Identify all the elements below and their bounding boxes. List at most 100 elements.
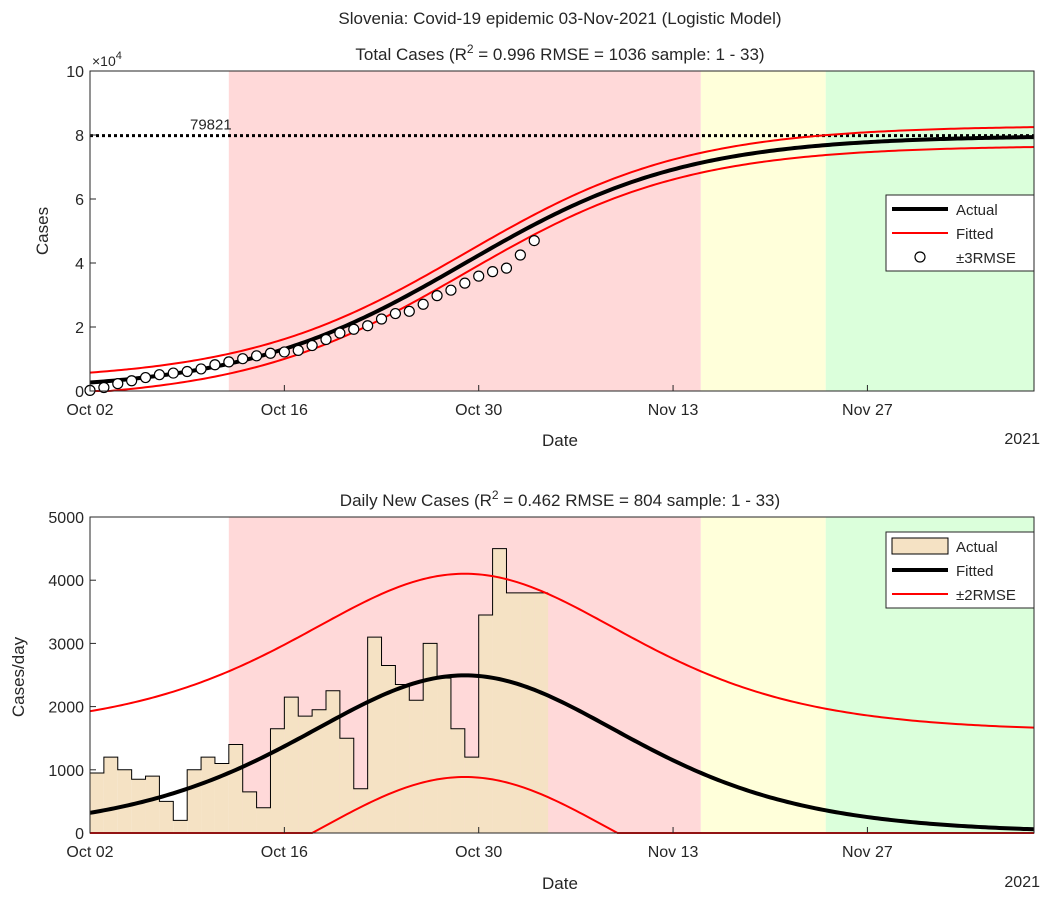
bottom-bar (464, 757, 479, 833)
top-data-point (486, 266, 499, 278)
bottom-bar (437, 678, 451, 833)
bottom-y-tick-label: 3000 (48, 636, 84, 653)
bottom-fitted-line (89, 673, 1035, 832)
bottom-plot-frame (89, 516, 1035, 834)
bottom-y-tick-label: 2000 (48, 700, 84, 717)
bottom-bar (242, 791, 257, 833)
top-legend: Actual Fitted ±3RMSE (885, 194, 1035, 272)
top-data-point (139, 371, 152, 384)
bottom-bar (159, 801, 174, 833)
top-data-point (389, 307, 402, 320)
bottom-y-tick-label: 1000 (48, 763, 84, 780)
top-legend-label-fitted: Fitted (956, 226, 994, 243)
bottom-bar (520, 592, 535, 833)
top-data-point (223, 356, 235, 368)
bottom-bar (478, 614, 493, 833)
bottom-bar (506, 592, 521, 833)
bottom-bar (367, 637, 382, 833)
top-y-tick-label: 0 (75, 384, 84, 401)
top-data-point (153, 369, 166, 381)
bottom-x-tick-label: Nov 27 (842, 844, 893, 861)
top-data-point (264, 347, 277, 359)
top-y-tick-label: 4 (75, 256, 84, 273)
top-data-point (167, 367, 179, 379)
bottom-bar (173, 820, 188, 833)
top-data-point (126, 375, 138, 387)
top-zone-1 (700, 71, 826, 391)
bottom-bar (284, 697, 299, 833)
bottom-x-axis-label: Date (542, 874, 578, 893)
top-data-point (473, 270, 485, 282)
bottom-legend: Actual Fitted ±2RMSE (885, 531, 1035, 609)
bottom-upper-band-line (89, 572, 1035, 729)
top-data-point (375, 313, 388, 325)
bottom-legend-label-fitted: Fitted (956, 563, 994, 580)
top-data-point (278, 346, 290, 358)
bottom-bar (117, 769, 132, 833)
bottom-bar (312, 709, 326, 833)
top-chart-title: Slovenia: Covid-19 epidemic 03-Nov-2021 … (338, 9, 781, 28)
top-data-point (112, 378, 124, 390)
top-chart-subtitle: Total Cases (R2 = 0.996 RMSE = 1036 samp… (355, 42, 764, 64)
bottom-bar (339, 738, 354, 833)
top-x-tick-label: Nov 27 (842, 402, 893, 419)
top-data-point (362, 320, 374, 332)
top-data-point (514, 249, 526, 261)
bottom-bar (256, 807, 271, 833)
top-data-point (500, 262, 513, 274)
top-data-point (237, 353, 249, 365)
bottom-legend-swatch-actual (891, 537, 949, 555)
top-x-tick-label: Oct 02 (66, 402, 113, 419)
top-data-point (195, 363, 207, 375)
bottom-chart-title: Daily New Cases (R2 = 0.462 RMSE = 804 s… (340, 488, 780, 510)
bottom-bar (103, 757, 118, 833)
bottom-bar (450, 728, 465, 833)
top-data-point (250, 350, 263, 362)
top-x-tick-label: Oct 16 (261, 402, 308, 419)
bottom-bar (201, 757, 215, 833)
bottom-year-label: 2021 (1004, 874, 1040, 891)
bottom-bar (228, 744, 243, 833)
top-y-tick-label: 10 (66, 64, 84, 81)
top-data-point (181, 365, 193, 378)
bottom-bar (395, 684, 410, 833)
bottom-bar (381, 665, 396, 833)
top-data-point (459, 277, 471, 289)
top-x-tick-label: Nov 13 (648, 402, 699, 419)
top-data-point (292, 344, 304, 356)
top-data-point (403, 305, 415, 317)
top-data-point (98, 381, 110, 394)
top-y-axis-label: Cases (33, 207, 52, 255)
bottom-bar-outline (90, 548, 549, 821)
top-legend-swatch-rmse (914, 251, 926, 263)
bottom-x-tick-label: Oct 30 (455, 844, 502, 861)
bottom-bar (214, 763, 229, 833)
bottom-bar (409, 700, 424, 833)
top-data-point (320, 333, 332, 346)
top-lower-band-line (90, 146, 1035, 392)
bottom-bar (90, 772, 104, 833)
top-legend-label-rmse: ±3RMSE (956, 250, 1016, 267)
top-data-point (306, 339, 318, 352)
bottom-x-tick-label: Nov 13 (648, 844, 699, 861)
bottom-x-tick-label: Oct 16 (261, 844, 308, 861)
bottom-bar (326, 690, 340, 833)
top-data-point (348, 323, 360, 335)
total-cases-panel: 79821 Oct 02 Oct 16 Oct 30 Nov 13 Nov 27 0 2 4 6… (33, 9, 1040, 450)
top-y-tick-label: 6 (75, 192, 84, 209)
bottom-legend-label-actual: Actual (956, 539, 998, 556)
top-data-point (431, 290, 443, 302)
top-data-point (445, 284, 457, 296)
top-asymptote-label: 79821 (190, 117, 232, 134)
top-y-tick-label: 8 (75, 128, 84, 145)
top-data-point (209, 359, 221, 371)
bottom-bar (270, 728, 285, 833)
top-x-tick-label: Oct 30 (455, 402, 502, 419)
bottom-zone-1 (700, 517, 826, 833)
top-y-exponent: ×104 (92, 50, 122, 69)
top-data-point (334, 327, 346, 339)
bottom-y-tick-label: 0 (75, 826, 84, 843)
bottom-y-axis-label: Cases/day (9, 636, 28, 717)
bottom-bar (298, 716, 313, 833)
